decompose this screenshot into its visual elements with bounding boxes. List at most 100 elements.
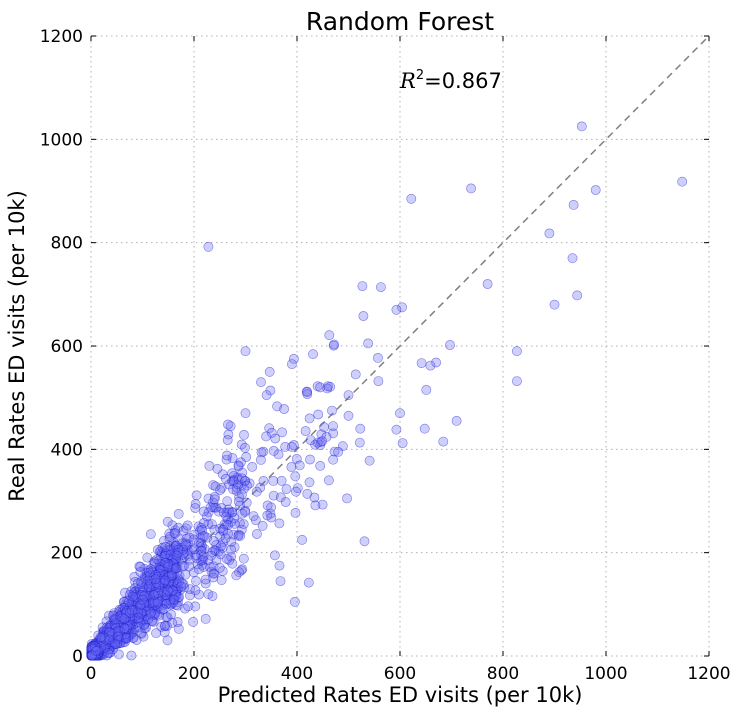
data-point — [173, 522, 184, 533]
data-point — [406, 193, 417, 204]
data-point — [512, 376, 522, 386]
data-point — [590, 185, 601, 195]
data-point — [223, 528, 233, 539]
data-point — [277, 427, 287, 438]
data-point — [304, 413, 315, 424]
y-tick-label: 400 — [51, 440, 83, 460]
data-point — [163, 562, 173, 572]
data-point — [218, 507, 229, 518]
data-point — [294, 460, 305, 471]
data-point — [512, 346, 522, 357]
data-point — [215, 541, 226, 552]
data-point — [576, 121, 587, 132]
data-point — [193, 564, 204, 575]
data-point — [95, 632, 106, 643]
data-point — [391, 304, 402, 315]
y-tick-label: 800 — [51, 234, 83, 254]
data-point — [200, 614, 211, 624]
data-point — [200, 574, 211, 585]
data-point — [310, 500, 321, 511]
x-axis-title: Predicted Rates ED visits (per 10k) — [218, 683, 583, 707]
annotation-rhs: =0.867 — [424, 69, 502, 93]
data-point — [208, 568, 219, 579]
data-point — [201, 511, 212, 522]
data-point — [190, 499, 201, 509]
data-point — [319, 422, 329, 433]
data-point — [221, 454, 232, 465]
data-point — [141, 622, 151, 633]
data-point — [189, 544, 200, 555]
data-point — [241, 497, 252, 508]
data-point — [229, 513, 240, 524]
data-point — [297, 534, 307, 545]
data-point — [198, 518, 209, 528]
data-point — [302, 389, 313, 399]
data-point — [240, 408, 251, 419]
data-point — [160, 541, 171, 552]
data-point — [204, 460, 215, 471]
data-point — [149, 609, 160, 620]
y-axis-title: Real Rates ED visits (per 10k) — [5, 190, 29, 502]
data-point — [391, 424, 402, 435]
data-point — [119, 623, 130, 633]
data-point — [137, 594, 148, 605]
y-tick-label: 1000 — [40, 130, 83, 150]
data-point — [237, 508, 248, 519]
data-point — [350, 369, 361, 380]
data-point — [144, 567, 155, 578]
data-point — [166, 609, 176, 620]
data-point — [113, 626, 124, 636]
data-point — [397, 438, 408, 448]
data-point — [333, 446, 344, 457]
data-point — [355, 423, 366, 434]
data-point — [214, 562, 225, 573]
data-point — [215, 549, 226, 560]
data-point — [274, 518, 285, 529]
data-point — [300, 426, 311, 436]
data-point — [289, 596, 300, 607]
data-point — [162, 585, 173, 596]
data-point — [198, 551, 209, 562]
data-point — [315, 382, 326, 393]
data-point — [182, 520, 193, 531]
data-point — [181, 523, 191, 534]
data-point — [286, 462, 297, 472]
data-point — [280, 441, 291, 452]
data-point — [216, 575, 227, 586]
data-point — [209, 491, 220, 502]
data-point — [238, 553, 249, 564]
data-point — [677, 176, 688, 187]
data-point — [234, 492, 245, 503]
data-point — [190, 601, 201, 612]
data-point — [279, 404, 289, 414]
data-point — [240, 506, 250, 517]
data-point — [198, 562, 209, 572]
x-tick-label: 200 — [178, 664, 210, 684]
data-point — [303, 577, 314, 588]
data-point — [190, 585, 201, 596]
data-point — [126, 605, 137, 616]
data-point — [104, 627, 115, 638]
data-point — [184, 532, 195, 543]
data-point — [166, 568, 177, 579]
data-point — [227, 468, 238, 479]
data-point — [343, 410, 354, 421]
data-point — [255, 454, 266, 465]
data-point — [206, 519, 217, 529]
tick-layer: 0 200 400 600 800 1000 1200 0 200 400 600 800 1000 12… — [40, 27, 731, 684]
data-point — [184, 554, 195, 565]
data-point — [549, 299, 560, 310]
data-point — [251, 529, 262, 539]
data-point — [568, 199, 579, 210]
data-point — [162, 635, 173, 646]
data-point — [222, 496, 233, 506]
data-point — [397, 302, 407, 313]
data-point — [363, 338, 373, 349]
data-point — [280, 497, 291, 507]
y-tick-label: 0 — [72, 647, 83, 667]
data-point — [208, 536, 219, 546]
data-point — [286, 441, 297, 452]
annotation-sup: 2 — [416, 68, 424, 83]
data-point — [431, 357, 441, 368]
data-point — [315, 460, 326, 471]
